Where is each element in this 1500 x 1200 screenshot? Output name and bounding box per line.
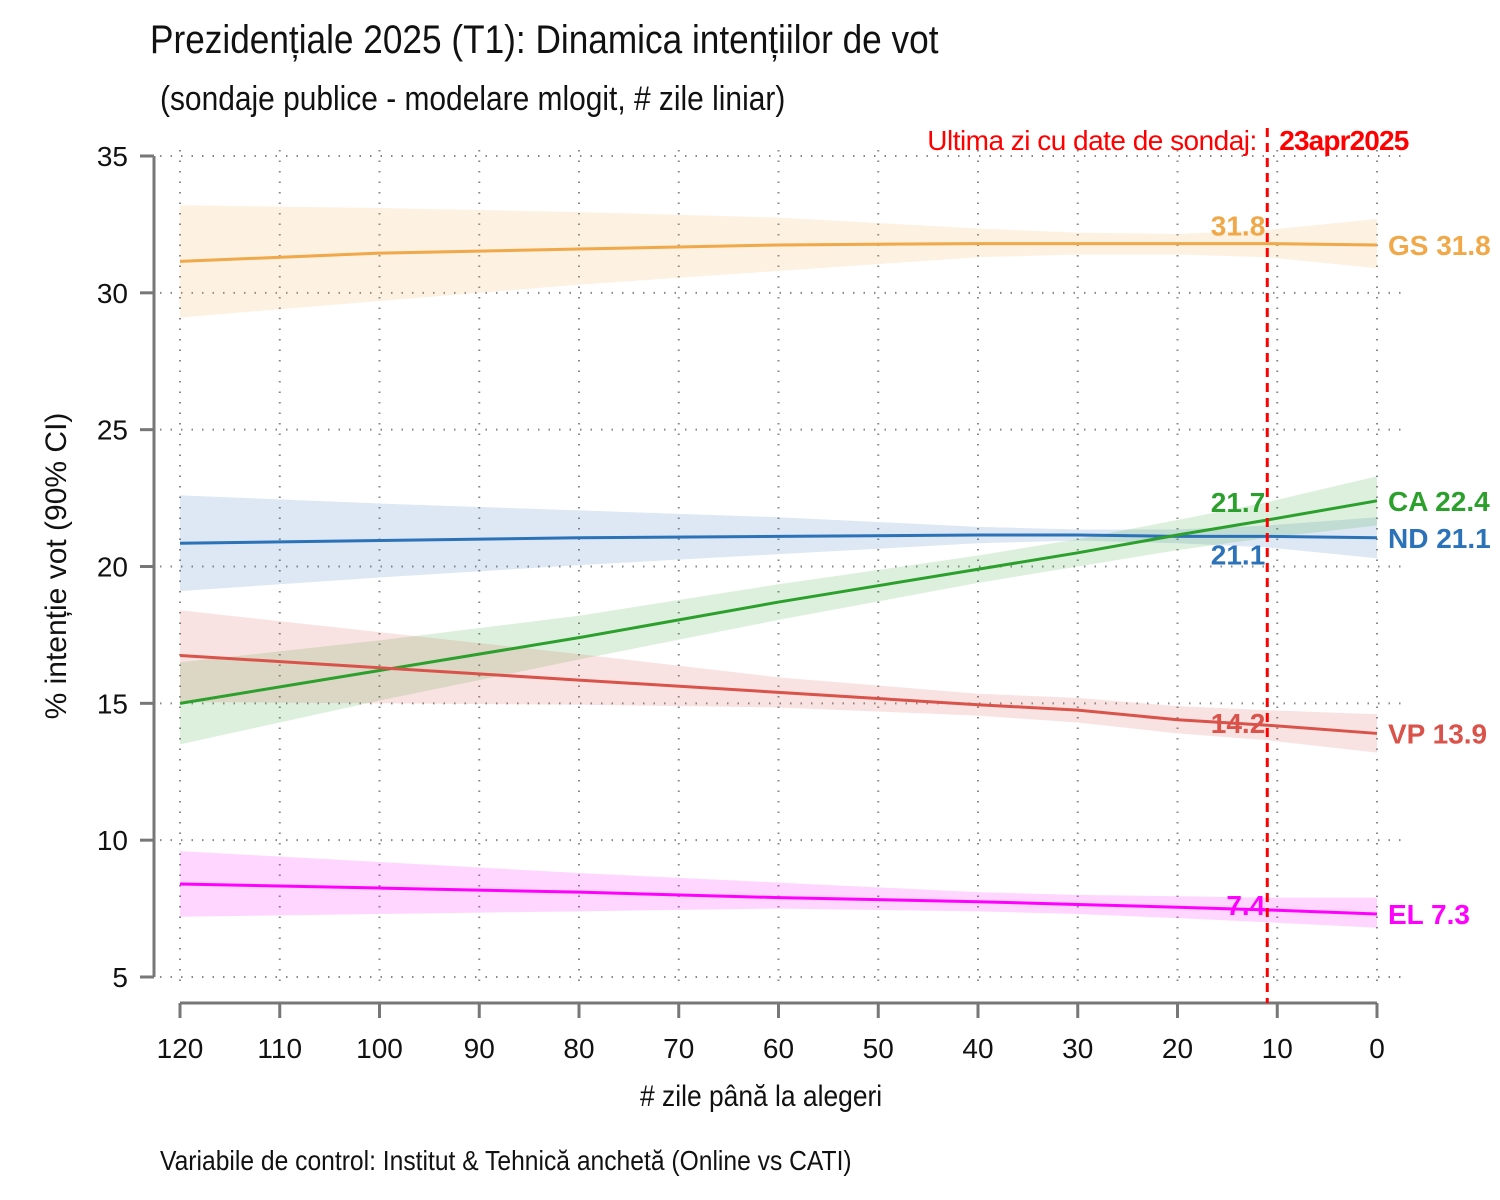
x-tick-label: 50	[863, 1033, 894, 1064]
x-tick-label: 120	[157, 1033, 204, 1064]
y-tick-label: 5	[112, 962, 128, 993]
x-tick-label: 70	[663, 1033, 694, 1064]
y-tick-label: 10	[97, 825, 128, 856]
x-tick-label: 0	[1369, 1033, 1385, 1064]
y-tick-label: 25	[97, 415, 128, 446]
end-label-vp: VP 13.9	[1388, 718, 1487, 749]
x-tick-label: 110	[257, 1033, 302, 1064]
x-axis-label: # zile până la alegeri	[640, 1080, 883, 1113]
x-tick-label: 80	[563, 1033, 594, 1064]
x-tick-label: 40	[962, 1033, 993, 1064]
vline-value-label-gs: 31.8	[1211, 211, 1266, 242]
x-tick-label: 60	[763, 1033, 794, 1064]
series-line-nd	[179, 533, 1378, 545]
last-poll-date: 23apr2025	[1279, 125, 1409, 156]
x-tick-label: 20	[1162, 1033, 1193, 1064]
y-tick-label: 15	[97, 688, 128, 719]
y-axis-label: % intenție vot (90% CI)	[40, 413, 73, 720]
ci-band-gs	[180, 205, 1377, 318]
vline-value-label-ca: 21.7	[1211, 487, 1266, 518]
end-label-ca: CA 22.4	[1388, 486, 1490, 517]
y-tick-label: 35	[97, 141, 128, 172]
x-tick-label: 100	[356, 1033, 403, 1064]
x-tick-label: 30	[1062, 1033, 1093, 1064]
vline-value-label-vp: 14.2	[1211, 708, 1266, 739]
end-label-gs: GS 31.8	[1388, 230, 1491, 261]
series-line-vp	[179, 653, 1378, 735]
end-label-el: EL 7.3	[1388, 899, 1470, 930]
y-tick-label: 20	[97, 552, 128, 583]
x-tick-label: 90	[464, 1033, 495, 1064]
chart-subtitle: (sondaje publice - modelare mlogit, # zi…	[160, 80, 786, 118]
series-line-ca	[179, 499, 1378, 705]
vline-value-label-nd: 21.1	[1211, 539, 1266, 570]
end-label-nd: ND 21.1	[1388, 523, 1491, 554]
series-line-el	[179, 882, 1378, 916]
ci-band-vp	[180, 610, 1377, 753]
ci-band-el	[180, 851, 1377, 928]
y-tick-label: 30	[97, 278, 128, 309]
x-tick-label: 10	[1262, 1033, 1293, 1064]
chart-note: Variabile de control: Institut & Tehnică…	[160, 1145, 852, 1176]
vline-value-label-el: 7.4	[1226, 890, 1265, 921]
ci-band-ca	[180, 476, 1377, 745]
chart-title: Prezidențiale 2025 (T1): Dinamica intenț…	[150, 18, 939, 62]
last-poll-day-label: Ultima zi cu date de sondaj:	[927, 125, 1257, 156]
series-line-gs	[179, 242, 1378, 263]
ci-band-nd	[180, 495, 1377, 592]
